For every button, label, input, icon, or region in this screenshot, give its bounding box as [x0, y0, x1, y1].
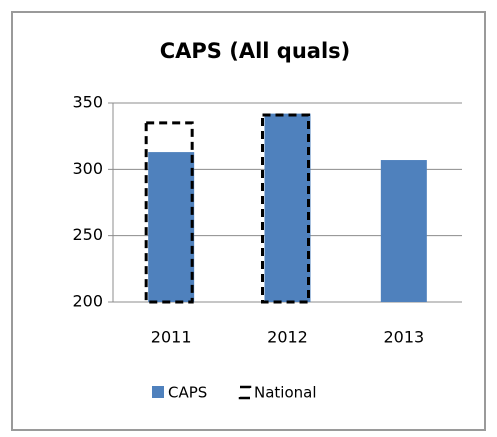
legend-swatch — [152, 386, 164, 398]
x-tick-label: 2011 — [151, 328, 192, 347]
bar — [380, 160, 427, 302]
bar-outline — [144, 121, 194, 304]
y-tick-label: 300 — [72, 159, 103, 178]
x-tick-label: 2013 — [383, 328, 424, 347]
legend-swatch — [238, 385, 252, 400]
chart-title: CAPS (All quals) — [160, 39, 351, 63]
legend-label: CAPS — [168, 384, 207, 402]
x-tick-label: 2012 — [267, 328, 308, 347]
bar — [264, 113, 311, 302]
y-tick-label: 200 — [72, 292, 103, 311]
y-tick-label: 350 — [72, 93, 103, 112]
y-tick-label: 250 — [72, 225, 103, 244]
legend-label: National — [254, 384, 317, 402]
bar — [148, 152, 195, 302]
